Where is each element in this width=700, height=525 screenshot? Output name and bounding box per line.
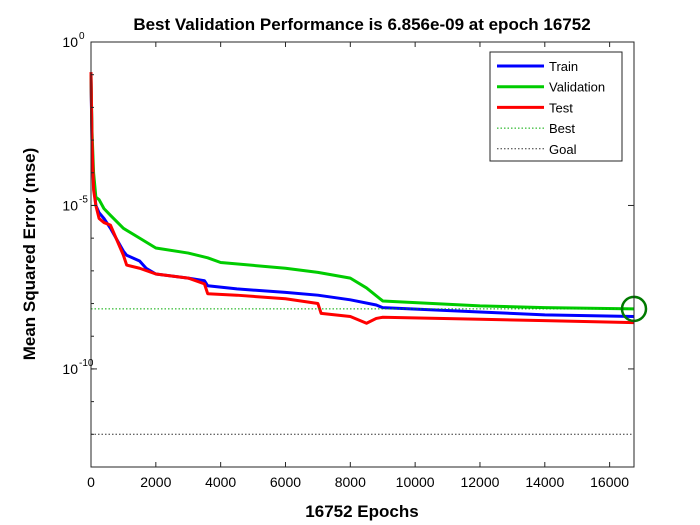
legend-label-best: Best <box>549 121 575 136</box>
y-tick-label-base: 10 <box>62 197 78 213</box>
chart-title: Best Validation Performance is 6.856e-09… <box>133 15 590 34</box>
plot-border <box>90 41 635 468</box>
legend-label-goal: Goal <box>549 142 577 157</box>
x-tick-label: 14000 <box>525 474 564 490</box>
y-tick-label-exponent: -10 <box>79 358 94 369</box>
legend-label-test: Test <box>549 100 573 115</box>
y-axis-label: Mean Squared Error (mse) <box>20 148 39 361</box>
x-tick-label: 10000 <box>396 474 435 490</box>
x-tick-label: 8000 <box>335 474 366 490</box>
x-tick-label: 4000 <box>205 474 236 490</box>
y-tick-label-exponent: -5 <box>79 194 88 205</box>
y-tick-label-base: 10 <box>62 34 78 50</box>
y-tick-label-base: 10 <box>62 361 78 377</box>
legend: Train Validation Test Best Goal <box>489 51 623 162</box>
y-tick-label-exponent: 0 <box>79 31 85 42</box>
x-tick-label: 0 <box>87 474 95 490</box>
x-tick-label: 16000 <box>590 474 629 490</box>
legend-label-validation: Validation <box>549 80 605 95</box>
x-tick-label: 12000 <box>460 474 499 490</box>
legend-label-train: Train <box>549 59 578 74</box>
series-line-test <box>89 72 635 325</box>
x-axis-label: 16752 Epochs <box>305 502 418 521</box>
series-line-validation <box>89 74 635 311</box>
x-tick-label: 2000 <box>140 474 171 490</box>
x-tick-label: 6000 <box>270 474 301 490</box>
